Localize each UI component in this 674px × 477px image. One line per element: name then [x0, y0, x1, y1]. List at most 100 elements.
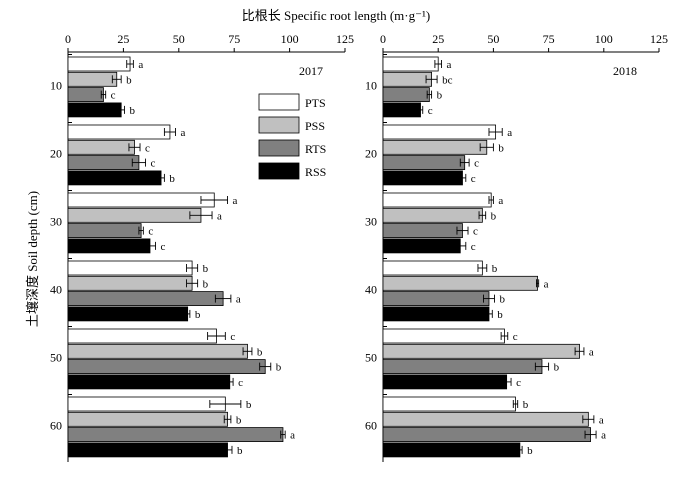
- bar-rss: [382, 238, 461, 254]
- y-tick-label: 20: [50, 147, 62, 161]
- bar-pts: [67, 192, 215, 208]
- legend-swatch-pts: [258, 93, 300, 111]
- bar-rts: [67, 223, 142, 239]
- significance-label: b: [126, 74, 132, 86]
- significance-label: b: [236, 414, 242, 426]
- bar-pss: [382, 207, 483, 223]
- bar-rss: [67, 238, 151, 254]
- significance-label: a: [599, 414, 604, 426]
- significance-label: a: [589, 346, 594, 358]
- significance-label: c: [516, 377, 521, 389]
- significance-label: b: [498, 142, 504, 154]
- bar-rts: [382, 87, 430, 102]
- significance-label: b: [203, 263, 209, 275]
- panel-title: 2018: [613, 64, 637, 78]
- bar-pts: [67, 328, 217, 344]
- x-tick-label: 125: [336, 32, 354, 46]
- x-tick-label: 125: [650, 32, 668, 46]
- y-axis-label: 土壤深度 Soil depth (cm): [25, 191, 40, 327]
- significance-label: b: [246, 399, 252, 411]
- significance-label: c: [238, 377, 243, 389]
- significance-label: b: [500, 294, 506, 306]
- significance-label: a: [217, 210, 222, 222]
- y-tick-label: 60: [50, 419, 62, 433]
- bar-pss: [382, 411, 589, 427]
- significance-label: c: [471, 173, 476, 185]
- y-tick-label: 10: [365, 79, 377, 93]
- bar-rss: [382, 374, 508, 390]
- bar-pts: [382, 260, 483, 276]
- y-tick-label: 40: [50, 283, 62, 297]
- bar-pss: [382, 71, 432, 87]
- bar-pss: [67, 411, 228, 427]
- significance-label: b: [130, 105, 136, 117]
- y-tick-label: 30: [50, 215, 62, 229]
- bar-pts: [382, 396, 516, 412]
- bar-pss: [67, 343, 248, 359]
- bar-rss: [67, 102, 122, 118]
- bar-rts: [382, 155, 466, 171]
- bar-pss: [382, 275, 538, 291]
- bar-rts: [382, 223, 463, 239]
- y-tick-label: 40: [365, 283, 377, 297]
- bar-rts: [382, 427, 591, 443]
- significance-label: c: [428, 105, 433, 117]
- significance-label: b: [203, 278, 209, 290]
- significance-label: a: [498, 195, 503, 207]
- bar-pts: [382, 328, 505, 344]
- bar-pts: [382, 192, 492, 208]
- bar-rts: [382, 291, 490, 307]
- bar-rts: [67, 155, 140, 171]
- bar-pss: [67, 207, 202, 223]
- x-tick-label: 75: [543, 32, 555, 46]
- bar-rts: [67, 291, 224, 307]
- legend-label-pts: PTS: [305, 96, 326, 110]
- bar-pss: [382, 139, 488, 155]
- bar-pts: [67, 260, 193, 276]
- x-tick-label: 50: [487, 32, 499, 46]
- panel-title: 2017: [299, 64, 323, 78]
- significance-label: c: [473, 226, 478, 238]
- bar-rss: [382, 306, 490, 322]
- significance-label: a: [138, 59, 143, 71]
- significance-label: b: [276, 362, 282, 374]
- significance-label: b: [491, 210, 497, 222]
- bar-rss: [67, 306, 189, 322]
- significance-label: c: [230, 331, 235, 343]
- y-tick-label: 20: [365, 147, 377, 161]
- y-tick-label: 30: [365, 215, 377, 229]
- bar-rss: [67, 170, 162, 186]
- x-tick-label: 0: [65, 32, 71, 46]
- bar-pts: [382, 56, 439, 72]
- panel-1: 0 25 50 75 100 1252017102030405060abcbaccbaac…: [50, 32, 354, 462]
- significance-label: b: [237, 445, 243, 457]
- legend: PTS PSS RTS RSS: [258, 93, 326, 180]
- significance-label: b: [492, 263, 498, 275]
- bar-pts: [67, 56, 131, 72]
- legend-swatch-rts: [258, 139, 300, 157]
- significance-label: c: [513, 331, 518, 343]
- x-tick-label: 0: [380, 32, 386, 46]
- significance-label: a: [180, 127, 185, 139]
- bar-pts: [382, 124, 497, 140]
- bar-rss: [67, 374, 231, 390]
- legend-swatch-pss: [258, 116, 300, 134]
- bar-pts: [67, 124, 171, 140]
- significance-label: a: [233, 195, 238, 207]
- top-title: 比根长 Specific root length (m·g⁻¹): [242, 8, 430, 23]
- x-tick-label: 100: [595, 32, 613, 46]
- bar-rts: [382, 359, 543, 375]
- significance-label: b: [437, 90, 443, 102]
- significance-label: c: [151, 158, 156, 170]
- y-tick-label: 10: [50, 79, 62, 93]
- significance-label: c: [148, 226, 153, 238]
- significance-label: a: [236, 294, 241, 306]
- bar-pss: [382, 343, 580, 359]
- bar-rss: [67, 442, 228, 458]
- bar-pss: [67, 275, 193, 291]
- significance-label: b: [527, 445, 533, 457]
- significance-label: b: [257, 346, 263, 358]
- significance-label: b: [497, 309, 503, 321]
- legend-label-rss: RSS: [305, 165, 326, 179]
